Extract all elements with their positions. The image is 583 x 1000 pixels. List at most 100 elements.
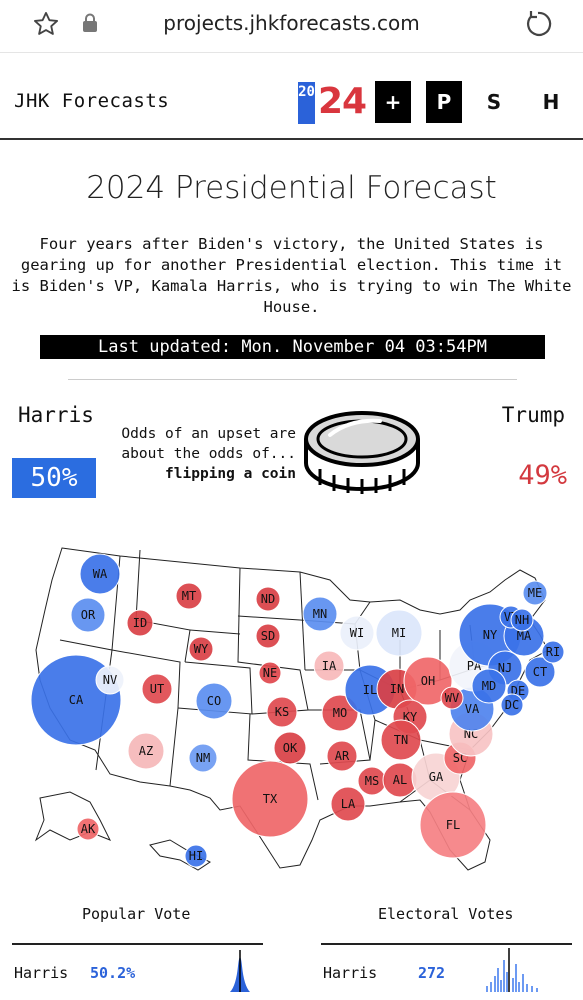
last-updated-banner: Last updated: Mon. November 04 03:54PM (40, 335, 545, 359)
state-label-wv: WV (445, 691, 459, 705)
trump-odds: 49% (518, 460, 567, 491)
state-label-dc: DC (505, 698, 519, 712)
state-label-ks: KS (275, 705, 289, 719)
intro-text: Four years after Biden's victory, the Un… (11, 235, 572, 316)
state-bubble-ne[interactable] (258, 661, 282, 685)
brand-name[interactable]: JHK Forecasts (14, 90, 170, 112)
state-bubble-mt[interactable] (175, 582, 203, 610)
state-label-in: IN (390, 682, 404, 696)
state-bubble-wi[interactable] (339, 615, 375, 651)
state-bubble-az[interactable] (127, 732, 165, 770)
state-label-nv: NV (103, 673, 117, 687)
popular-vote-line (12, 943, 263, 945)
state-bubble-co[interactable] (195, 682, 233, 720)
electoral-votes-heading: Electoral Votes (378, 905, 514, 923)
state-label-ms: MS (365, 774, 379, 788)
state-label-mo: MO (333, 706, 347, 720)
logo-2024[interactable]: 20 24 (298, 81, 367, 124)
state-bubble-la[interactable] (330, 786, 366, 822)
state-label-fl: FL (446, 818, 460, 832)
state-bubble-ia[interactable] (313, 650, 345, 682)
state-bubble-wv[interactable] (440, 686, 464, 710)
state-label-ok: OK (283, 741, 298, 755)
trump-name: Trump (501, 403, 565, 427)
state-label-ri: RI (546, 645, 560, 659)
state-label-md: MD (482, 679, 496, 693)
state-bubble-tx[interactable] (231, 760, 309, 838)
state-label-nj: NJ (498, 661, 512, 675)
upset-line-1: Odds of an upset are (121, 426, 296, 442)
coin-icon (304, 411, 420, 494)
state-label-hi: HI (189, 849, 203, 863)
electoral-votes-line (321, 943, 572, 945)
state-bubble-sd[interactable] (255, 623, 281, 649)
p-button[interactable]: P (426, 81, 462, 123)
state-bubble-ks[interactable] (266, 696, 298, 728)
state-label-al: AL (393, 773, 407, 787)
hawaii-outline (149, 839, 211, 871)
state-bubble-dc[interactable] (500, 693, 524, 717)
state-bubble-md[interactable] (471, 668, 507, 704)
divider (68, 379, 517, 380)
alaska-outline (34, 791, 112, 842)
state-label-ar: AR (335, 749, 350, 763)
reload-icon[interactable] (523, 9, 553, 39)
state-bubble-me[interactable] (522, 580, 548, 606)
electoral-votes-label: Harris (323, 964, 378, 982)
popular-vote-distribution (230, 950, 250, 992)
state-label-ne: NE (263, 666, 277, 680)
state-bubble-fl[interactable] (419, 791, 487, 859)
state-label-wy: WY (194, 642, 209, 656)
state-label-ga: GA (429, 770, 444, 784)
state-label-ak: AK (81, 822, 96, 836)
state-label-nm: NM (196, 751, 210, 765)
state-label-ca: CA (69, 693, 84, 707)
electoral-votes-value: 272 (418, 964, 446, 982)
site-header: JHK Forecasts 20 24 + P S H (0, 53, 583, 140)
state-label-wi: WI (350, 626, 364, 640)
url-text[interactable]: projects.jhkforecasts.com (163, 11, 420, 35)
state-bubble-wa[interactable] (79, 553, 121, 595)
state-bubble-id[interactable] (126, 609, 154, 637)
state-bubble-mn[interactable] (302, 596, 338, 632)
upset-text: Odds of an upset are about the odds of..… (104, 424, 296, 484)
state-label-ia: IA (322, 659, 337, 673)
state-label-sd: SD (261, 629, 275, 643)
star-icon[interactable] (32, 10, 60, 38)
h-button[interactable]: H (542, 90, 560, 114)
state-bubble-wy[interactable] (188, 636, 214, 662)
state-bubble-nm[interactable] (188, 743, 218, 773)
state-bubble-ok[interactable] (273, 731, 307, 765)
state-label-ny: NY (483, 628, 498, 642)
state-label-mn: MN (313, 607, 327, 621)
state-bubble-oh[interactable] (403, 656, 453, 706)
state-label-la: LA (341, 797, 356, 811)
s-button[interactable]: S (486, 90, 502, 114)
state-label-il: IL (363, 683, 377, 697)
state-bubble-tn[interactable] (380, 719, 422, 761)
state-bubble-mi[interactable] (375, 609, 423, 657)
state-bubble-ar[interactable] (326, 740, 358, 772)
electoral-votes-distribution (486, 948, 538, 992)
lock-icon (83, 13, 97, 32)
state-label-wa: WA (93, 567, 108, 581)
state-label-tn: TN (394, 733, 408, 747)
state-label-ut: UT (150, 682, 164, 696)
us-outline (35, 547, 549, 871)
state-label-mi: MI (392, 626, 406, 640)
state-bubble-ut[interactable] (141, 673, 173, 705)
plus-button[interactable]: + (375, 81, 411, 123)
upset-line-2: about the odds of... (121, 446, 296, 462)
state-label-nh: NH (515, 613, 529, 627)
state-label-ma: MA (517, 629, 532, 643)
state-bubble-ri[interactable] (541, 640, 565, 664)
state-bubble-or[interactable] (70, 597, 106, 633)
state-bubble-ak[interactable] (76, 817, 100, 841)
state-bubble-ct[interactable] (524, 656, 556, 688)
state-bubble-nv[interactable] (95, 665, 125, 695)
state-label-az: AZ (139, 744, 153, 758)
logo-20-text: 20 (298, 82, 315, 124)
state-bubble-nd[interactable] (255, 586, 281, 612)
state-bubble-nh[interactable] (510, 608, 534, 632)
state-bubble-hi[interactable] (184, 844, 208, 868)
